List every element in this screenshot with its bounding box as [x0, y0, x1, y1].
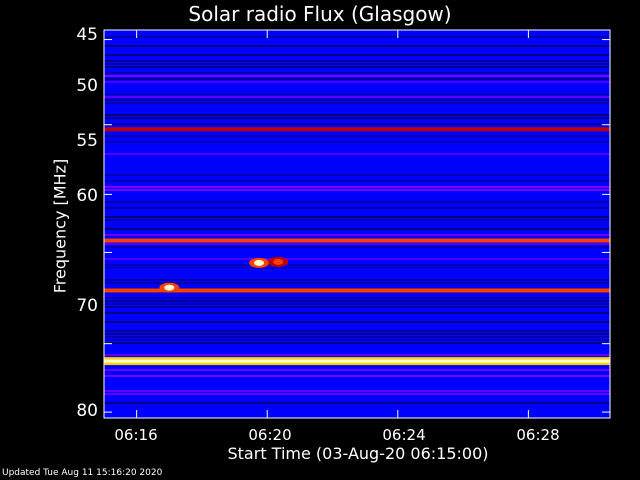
noise-row — [104, 123, 610, 125]
noise-row — [104, 369, 610, 371]
noise-row — [104, 354, 610, 356]
noise-row — [104, 207, 610, 209]
noise-row — [104, 306, 610, 308]
noise-row — [104, 45, 610, 47]
noise-row — [104, 60, 610, 62]
noise-row — [104, 246, 610, 248]
burst-core — [164, 284, 175, 291]
burst-core — [254, 259, 265, 266]
noise-row — [104, 342, 610, 344]
noise-row — [104, 141, 610, 143]
noise-row — [104, 402, 610, 404]
x-tick-label: 06:16 — [114, 426, 158, 444]
noise-row — [104, 243, 610, 245]
chart-title: Solar radio Flux (Glasgow) — [188, 2, 452, 26]
emission-band — [104, 238, 610, 243]
noise-row — [104, 336, 610, 338]
noise-row — [104, 297, 610, 299]
y-tick-label: 60 — [76, 186, 98, 206]
noise-row — [104, 81, 610, 83]
noise-row — [104, 330, 610, 332]
plot-frame — [103, 29, 611, 419]
noise-row — [104, 63, 610, 65]
noise-row — [104, 264, 610, 266]
noise-row — [104, 234, 610, 236]
noise-row — [104, 93, 610, 95]
noise-row — [104, 117, 610, 119]
noise-row — [104, 114, 610, 116]
noise-row — [104, 180, 610, 182]
y-tick-label: 70 — [76, 296, 98, 316]
noise-row — [104, 201, 610, 203]
noise-row — [104, 72, 610, 74]
noise-row — [104, 75, 610, 77]
noise-row — [104, 267, 610, 269]
noise-row — [104, 279, 610, 281]
noise-row — [104, 174, 610, 176]
noise-row — [104, 96, 610, 98]
y-axis-label: Frequency [MHz] — [50, 158, 70, 294]
noise-row — [104, 282, 610, 284]
noise-row — [104, 99, 610, 101]
emission-band-core — [104, 359, 610, 363]
noise-row — [104, 333, 610, 335]
noise-row — [104, 186, 610, 188]
x-axis-label: Start Time (03-Aug-20 06:15:00) — [227, 444, 489, 463]
y-tick-label: 45 — [76, 25, 98, 45]
noise-row — [104, 228, 610, 230]
noise-row — [104, 375, 610, 377]
noise-row — [104, 153, 610, 155]
noise-row — [104, 189, 610, 191]
y-tick-label: 50 — [76, 76, 98, 96]
noise-row — [104, 300, 610, 302]
noise-row — [104, 393, 610, 395]
noise-row — [104, 216, 610, 218]
y-tick-label: 55 — [76, 131, 98, 151]
emission-band — [104, 288, 610, 293]
burst-core — [273, 258, 284, 265]
emission-band — [104, 127, 610, 132]
noise-row — [104, 219, 610, 221]
noise-row — [104, 321, 610, 323]
noise-row — [104, 339, 610, 341]
noise-row — [104, 66, 610, 68]
noise-row — [104, 303, 610, 305]
noise-row — [104, 78, 610, 80]
noise-row — [104, 102, 610, 104]
noise-row — [104, 390, 610, 392]
updated-timestamp: Updated Tue Aug 11 15:16:20 2020 — [2, 468, 163, 478]
x-tick-label: 06:20 — [248, 426, 292, 444]
y-tick-label: 80 — [76, 401, 98, 421]
noise-row — [104, 36, 610, 38]
x-tick-label: 06:24 — [382, 426, 426, 444]
noise-row — [104, 258, 610, 260]
x-tick-label: 06:28 — [516, 426, 560, 444]
noise-row — [104, 54, 610, 56]
noise-row — [104, 135, 610, 137]
noise-row — [104, 312, 610, 314]
